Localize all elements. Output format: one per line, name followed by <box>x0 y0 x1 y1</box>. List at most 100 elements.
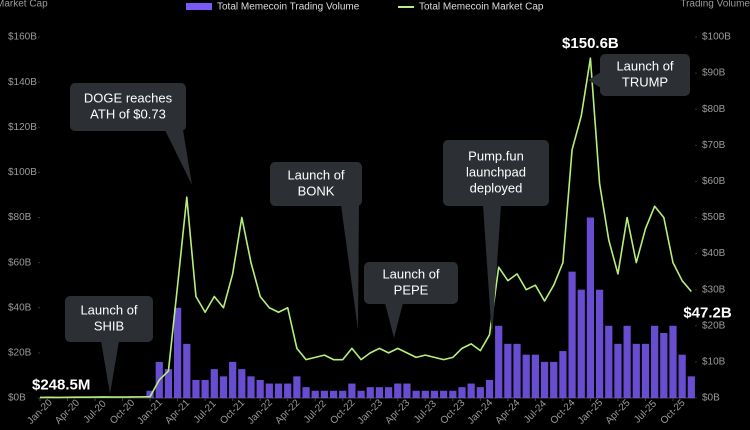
legend-swatch <box>186 3 212 10</box>
volume-bar <box>357 390 365 398</box>
y-tick-label: $0B <box>8 393 26 404</box>
volume-bar <box>550 361 558 398</box>
annotation-text: launchpad <box>466 164 526 179</box>
legend-label: Total Memecoin Trading Volume <box>217 2 360 13</box>
volume-bar <box>430 390 439 398</box>
volume-bar <box>641 343 650 398</box>
y2-tick-label: $20B <box>702 320 726 331</box>
annotation-pointer <box>483 205 501 338</box>
volume-bar <box>632 343 640 398</box>
volume-bar <box>403 383 411 398</box>
annotation-text: Launch of <box>616 58 673 73</box>
volume-bar <box>568 271 576 398</box>
y2-tick-label: $50B <box>702 212 726 223</box>
volume-bar <box>595 289 604 398</box>
annotation-text: DOGE reaches <box>84 90 173 105</box>
y2-tick-label: $70B <box>702 140 726 151</box>
volume-bar <box>329 390 338 398</box>
annotation-pointer <box>341 205 359 330</box>
volume-bar <box>284 383 292 398</box>
y-tick-label: $140B <box>8 77 37 88</box>
annotation-text: deployed <box>470 180 523 195</box>
annotation-box <box>270 162 362 206</box>
volume-bar <box>339 390 347 398</box>
volume-bar <box>531 354 539 398</box>
volume-bar <box>164 369 173 398</box>
annotation-pointer <box>588 72 601 88</box>
volume-bar <box>274 383 283 398</box>
volume-bar <box>495 325 503 398</box>
volume-bar <box>375 387 384 398</box>
volume-bar <box>219 376 228 398</box>
annotation-box <box>600 54 690 96</box>
y-tick-label: $120B <box>8 122 37 133</box>
y-tick-label: $100B <box>8 167 37 178</box>
volume-bar <box>504 343 512 398</box>
volume-bar <box>623 325 631 398</box>
value-label: $150.6B <box>562 35 619 52</box>
y2-tick-label: $80B <box>702 104 726 115</box>
y2-axis-title: Trading Volume <box>680 0 750 10</box>
volume-bar <box>559 351 567 398</box>
volume-bar <box>449 390 457 398</box>
y2-tick-label: $40B <box>702 248 726 259</box>
volume-bar <box>476 387 484 398</box>
annotation-text: ATH of $0.73 <box>90 106 166 121</box>
volume-bar <box>311 390 319 398</box>
y2-tick-label: $90B <box>702 68 726 79</box>
y2-tick-label: $100B <box>702 32 731 43</box>
volume-bar <box>687 376 695 398</box>
legend-label: Total Memecoin Market Cap <box>419 2 544 13</box>
volume-bar <box>485 379 494 398</box>
volume-bar <box>458 387 466 398</box>
annotation-text: Launch of <box>287 167 344 182</box>
volume-bar <box>265 383 273 398</box>
volume-bar <box>513 343 521 398</box>
annotation-text: Launch of <box>382 266 439 281</box>
value-label: $47.2B <box>683 304 732 321</box>
volume-bar <box>660 333 668 398</box>
y-tick-label: $80B <box>8 212 32 223</box>
volume-bar <box>384 387 393 398</box>
value-label: $248.5M <box>32 376 90 393</box>
volume-bar <box>201 379 209 398</box>
annotation-box <box>364 262 458 304</box>
volume-bar <box>229 361 237 398</box>
annotation-text: PEPE <box>394 282 429 297</box>
volume-bar <box>614 343 622 398</box>
volume-bar <box>586 217 595 398</box>
annotation-box <box>70 83 186 131</box>
volume-bar <box>412 390 420 398</box>
volume-bar <box>577 289 585 398</box>
annotation-text: Launch of <box>80 302 137 317</box>
y-tick-label: $40B <box>8 302 32 313</box>
volume-bar <box>210 369 218 398</box>
volume-bar <box>174 307 182 398</box>
annotation-text: TRUMP <box>622 74 668 89</box>
volume-bar <box>540 361 549 398</box>
volume-bar <box>651 325 659 398</box>
volume-bar <box>320 390 328 398</box>
y2-tick-label: $0B <box>702 393 720 404</box>
volume-bar <box>366 387 374 398</box>
y-axis-title: Market Cap <box>0 0 48 10</box>
annotation-text: Pump.fun <box>468 148 524 163</box>
y2-tick-label: $60B <box>702 176 726 187</box>
market-cap-line <box>39 57 692 399</box>
volume-bar <box>669 325 677 398</box>
volume-bar <box>247 376 255 398</box>
volume-bar <box>605 325 613 398</box>
volume-bar <box>421 390 429 398</box>
annotation-pointer <box>101 341 119 394</box>
y2-tick-label: $30B <box>702 284 726 295</box>
volume-bar <box>394 383 402 398</box>
annotation-pointer <box>165 130 192 185</box>
volume-bar <box>192 379 200 398</box>
annotation-box <box>443 140 549 206</box>
